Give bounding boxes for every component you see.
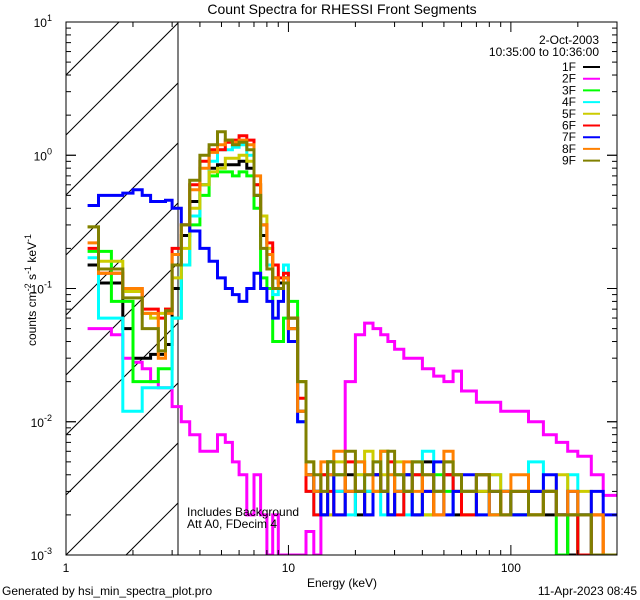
hatch-line bbox=[66, 382, 178, 496]
chart-title: Count Spectra for RHESSI Front Segments bbox=[207, 1, 476, 17]
hatch-line bbox=[66, 22, 120, 76]
series-4F-line bbox=[87, 143, 617, 555]
x-tick-label: 1 bbox=[63, 561, 70, 575]
legend-label-8F: 8F bbox=[562, 142, 576, 156]
y-tick-label: 10-1 bbox=[31, 280, 52, 297]
series-9F-line bbox=[87, 130, 617, 555]
y-tick-label: 100 bbox=[34, 146, 52, 163]
x-axis-label: Energy (keV) bbox=[307, 576, 377, 590]
legend-label-1F: 1F bbox=[562, 60, 576, 74]
excluded-region-hatch bbox=[0, 0, 178, 555]
hatch-line bbox=[66, 202, 178, 316]
legend-label-2F: 2F bbox=[562, 72, 576, 86]
annotation-attenuator: Att A0, FDecim 4 bbox=[187, 517, 277, 531]
footer-timestamp: 11-Apr-2023 08:45 bbox=[538, 584, 638, 598]
legend-label-7F: 7F bbox=[562, 130, 576, 144]
y-tick-label: 10-2 bbox=[31, 413, 52, 430]
legend-label-6F: 6F bbox=[562, 119, 576, 133]
footer-generator: Generated by hsi_min_spectra_plot.pro bbox=[2, 584, 212, 598]
y-axis-label: counts cm-2 s-1 keV-1 bbox=[23, 234, 39, 346]
time-range-label: 10:35:00 to 10:36:00 bbox=[489, 45, 599, 59]
hatch-line bbox=[66, 442, 178, 555]
date-label: 2-Oct-2003 bbox=[539, 33, 599, 47]
x-tick-label: 100 bbox=[501, 561, 521, 575]
hatch-line bbox=[0, 0, 126, 555]
series-2F-line bbox=[87, 321, 617, 555]
legend-label-3F: 3F bbox=[562, 83, 576, 97]
series-1F-line bbox=[87, 159, 617, 555]
series-3F-line bbox=[87, 170, 617, 555]
annotation-background: Includes Background bbox=[187, 505, 299, 519]
series-7F-line bbox=[87, 188, 617, 517]
x-tick-label: 10 bbox=[282, 561, 296, 575]
series-5F-line bbox=[87, 153, 617, 555]
y-tick-label: 10-3 bbox=[31, 546, 52, 563]
legend-label-4F: 4F bbox=[562, 95, 576, 109]
legend-label-5F: 5F bbox=[562, 107, 576, 121]
hatch-line bbox=[66, 22, 178, 136]
y-tick-label: 101 bbox=[34, 13, 52, 30]
hatch-line bbox=[66, 142, 178, 256]
legend-label-9F: 9F bbox=[562, 154, 576, 168]
